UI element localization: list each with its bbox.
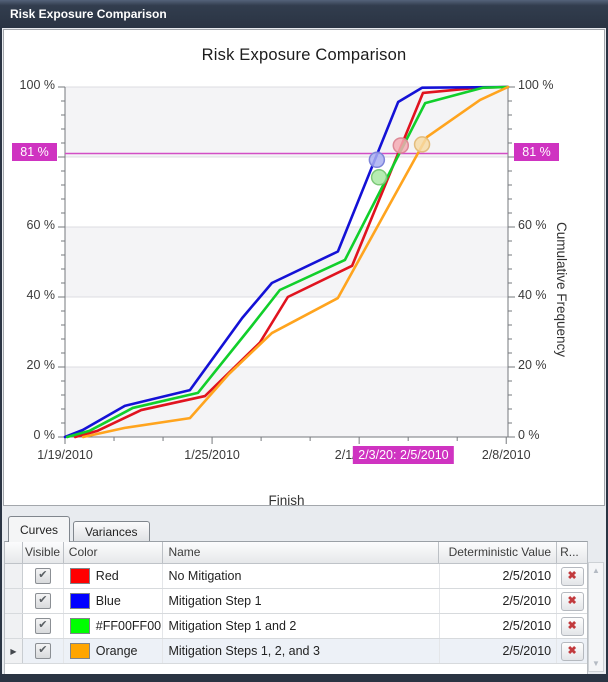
table-row[interactable]: ✔ #FF00FF00 Mitigation Step 1 and 2 2/5/… xyxy=(5,614,587,639)
chart-panel: Risk Exposure Comparison 100 % 100 % 60 % 6… xyxy=(3,29,605,508)
crosshair-y-label[interactable]: 81 % xyxy=(12,142,57,161)
header-deterministic-value[interactable]: Deterministic Value xyxy=(439,542,558,563)
header-visible[interactable]: Visible xyxy=(23,542,64,563)
tab-curves[interactable]: Curves xyxy=(8,516,71,542)
y-axis-tick-label: 100 % xyxy=(19,78,55,92)
delete-curve-button[interactable]: ✖ xyxy=(560,591,584,611)
header-name[interactable]: Name xyxy=(163,542,440,563)
delete-curve-button[interactable]: ✖ xyxy=(560,616,584,636)
table-row[interactable]: ✔ Red No Mitigation 2/5/2010 ✖ xyxy=(5,564,587,589)
table-scrollbar[interactable]: ▲ ▼ xyxy=(588,562,604,672)
deterministic-value: 2/5/2010 xyxy=(440,564,558,588)
y-axis-tick-label: 20 % xyxy=(518,358,547,372)
delete-x-icon: ✖ xyxy=(567,644,577,657)
color-name: #FF00FF00 xyxy=(95,619,162,633)
table-row[interactable]: ▶ ✔ Orange Mitigation Steps 1, 2, and 3 … xyxy=(5,639,587,664)
check-icon: ✔ xyxy=(38,569,48,581)
deterministic-value: 2/5/2010 xyxy=(440,614,558,638)
delete-x-icon: ✖ xyxy=(567,619,577,632)
color-swatch[interactable] xyxy=(69,568,90,584)
visible-checkbox[interactable]: ✔ xyxy=(34,593,51,609)
delete-curve-button[interactable]: ✖ xyxy=(560,566,584,586)
deterministic-value: 2/5/2010 xyxy=(440,589,558,613)
x-axis-title: Finish xyxy=(268,493,305,508)
chart-title: Risk Exposure Comparison xyxy=(201,46,407,64)
header-color[interactable]: Color xyxy=(64,542,164,563)
delete-x-icon: ✖ xyxy=(567,594,577,607)
window-right-border xyxy=(606,28,608,682)
visible-checkbox[interactable]: ✔ xyxy=(34,618,51,634)
table-header: Visible Color Name Deterministic Value R… xyxy=(5,542,587,564)
scroll-down-icon[interactable]: ▼ xyxy=(592,659,600,668)
x-axis-tick-label: 2/8/2010 xyxy=(481,448,531,462)
header-gutter xyxy=(5,542,23,563)
table-row[interactable]: ✔ Blue Mitigation Step 1 2/5/2010 ✖ xyxy=(5,589,587,614)
delete-curve-button[interactable]: ✖ xyxy=(560,641,584,661)
x-axis-tick-label: 1/19/2010 xyxy=(37,448,93,462)
y-axis-tick-label: 60 % xyxy=(26,218,56,232)
visible-checkbox[interactable]: ✔ xyxy=(34,568,51,584)
crosshair-y-label[interactable]: 81 % xyxy=(514,142,559,161)
tab-variances[interactable]: Variances xyxy=(73,521,150,542)
check-icon: ✔ xyxy=(38,619,48,631)
curve-name: No Mitigation xyxy=(163,564,440,588)
curves-table: Visible Color Name Deterministic Value R… xyxy=(4,541,588,678)
y-axis-title: Cumulative Frequency xyxy=(554,222,569,358)
window-titlebar[interactable]: Risk Exposure Comparison xyxy=(0,0,608,28)
color-swatch[interactable] xyxy=(69,643,90,659)
axis-labels-layer: 100 % 100 % 60 % 60 % 40 % 40 % 20 % 20 % 0 % 0 %… xyxy=(4,30,604,505)
cumulative-frequency-plot xyxy=(58,85,515,444)
color-name: Red xyxy=(95,569,119,583)
color-swatch[interactable] xyxy=(69,618,90,634)
curve-name: Mitigation Steps 1, 2, and 3 xyxy=(163,639,440,663)
row-indicator xyxy=(5,614,23,638)
table-body: ✔ Red No Mitigation 2/5/2010 ✖ ✔ Blue Mi… xyxy=(5,564,587,664)
tab-strip: Curves Variances xyxy=(8,516,153,542)
y-axis-tick-label: 60 % xyxy=(518,218,547,232)
row-indicator: ▶ xyxy=(5,639,23,663)
curve-name: Mitigation Step 1 and 2 xyxy=(163,614,440,638)
scroll-up-icon[interactable]: ▲ xyxy=(592,566,600,575)
curves-panel: Curves Variances Visible Color Name Dete… xyxy=(2,506,606,678)
y-axis-tick-label: 100 % xyxy=(518,78,554,92)
y-axis-tick-label: 40 % xyxy=(518,288,547,302)
color-name: Blue xyxy=(95,594,121,608)
y-axis-tick-label: 20 % xyxy=(26,358,56,372)
x-axis-tick-label: 1/25/2010 xyxy=(184,448,240,462)
header-remove[interactable]: R... xyxy=(560,545,579,559)
row-indicator xyxy=(5,564,23,588)
crosshair-x-label[interactable]: 2/3/20: 2/5/2010 xyxy=(353,446,454,464)
check-icon: ✔ xyxy=(38,594,48,606)
window-title: Risk Exposure Comparison xyxy=(10,7,167,21)
color-name: Orange xyxy=(95,644,138,658)
visible-checkbox[interactable]: ✔ xyxy=(34,643,51,659)
row-indicator xyxy=(5,589,23,613)
delete-x-icon: ✖ xyxy=(567,569,577,582)
window-bottom-border xyxy=(0,674,608,682)
y-axis-tick-label: 0 % xyxy=(33,428,55,442)
color-swatch[interactable] xyxy=(69,593,90,609)
window-left-border xyxy=(0,28,2,682)
deterministic-value: 2/5/2010 xyxy=(440,639,558,663)
curve-name: Mitigation Step 1 xyxy=(163,589,440,613)
y-axis-tick-label: 40 % xyxy=(26,288,56,302)
check-icon: ✔ xyxy=(38,644,48,656)
y-axis-tick-label: 0 % xyxy=(518,428,540,442)
